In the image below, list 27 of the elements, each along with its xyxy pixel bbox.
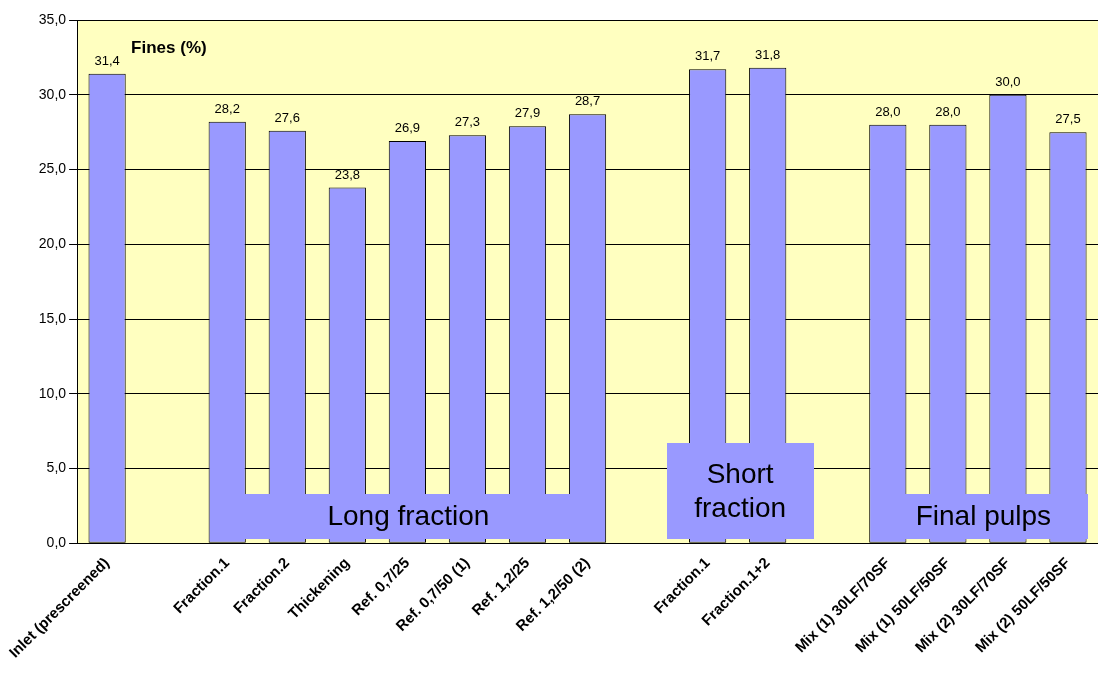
label-box: Short fraction	[666, 443, 814, 539]
data-label: 30,0	[995, 73, 1021, 89]
y-tick-label: 35,0	[38, 10, 67, 27]
data-label: 27,9	[514, 105, 541, 121]
data-label: 28,0	[935, 103, 961, 119]
y-tick-label: 25,0	[38, 160, 67, 177]
annotation: Long fraction	[327, 499, 490, 534]
y-tick-label: 20,0	[38, 235, 67, 252]
annotation: Short fraction	[693, 457, 788, 525]
data-label: 28,2	[214, 100, 240, 116]
y-axis-title: Fines (%)	[131, 37, 207, 57]
y-tick-label: 10,0	[38, 384, 67, 401]
data-label: 27,5	[1055, 111, 1081, 127]
data-label: 31,7	[694, 48, 721, 64]
data-label: 31,8	[755, 46, 781, 62]
y-tick-label: 30,0	[38, 85, 67, 102]
annotation: Final pulps	[915, 499, 1052, 534]
y-tick-label: 0,0	[46, 534, 67, 551]
data-label: 28,7	[574, 93, 601, 109]
data-label: 23,8	[334, 166, 360, 182]
data-label: 27,6	[274, 109, 300, 125]
y-tick-label: 5,0	[46, 459, 67, 476]
data-label: 26,9	[394, 120, 421, 136]
data-label: 28,0	[875, 103, 901, 119]
data-label: 31,4	[94, 52, 120, 68]
data-label: 27,3	[454, 114, 481, 130]
y-tick-label: 15,0	[38, 309, 67, 326]
